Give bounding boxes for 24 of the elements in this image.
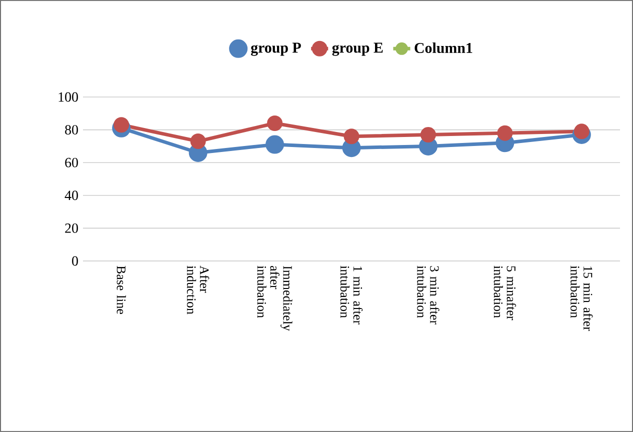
y-tick-label: 100	[58, 92, 78, 102]
x-tick-label: Base line	[116, 266, 126, 314]
point	[574, 124, 590, 140]
point	[497, 125, 513, 141]
point	[190, 134, 206, 150]
x-tick-label: 5 minafter intubation	[494, 266, 516, 320]
y-tick-label: 20	[65, 223, 78, 233]
point	[266, 135, 284, 154]
point	[267, 115, 283, 131]
y-tick-label: 40	[64, 190, 78, 200]
legend-label: group P	[250, 42, 301, 56]
legend-label: Column1	[414, 42, 472, 54]
legend-label: group E	[332, 42, 383, 56]
y-tick-label: 80	[65, 125, 78, 135]
x-tick-label: 3 min after intubation	[417, 266, 440, 324]
x-tick-label: After induction	[186, 266, 210, 314]
point	[114, 117, 130, 133]
x-tick-label: 15 min after intubation	[570, 266, 593, 331]
y-tick-label: 0	[72, 256, 78, 266]
point	[344, 128, 360, 144]
point	[420, 126, 436, 142]
x-tick-label: 1 min after intubation	[340, 266, 363, 324]
y-tick-label: 60	[65, 158, 78, 168]
x-tick-label: Immediately after intubation	[257, 266, 292, 331]
